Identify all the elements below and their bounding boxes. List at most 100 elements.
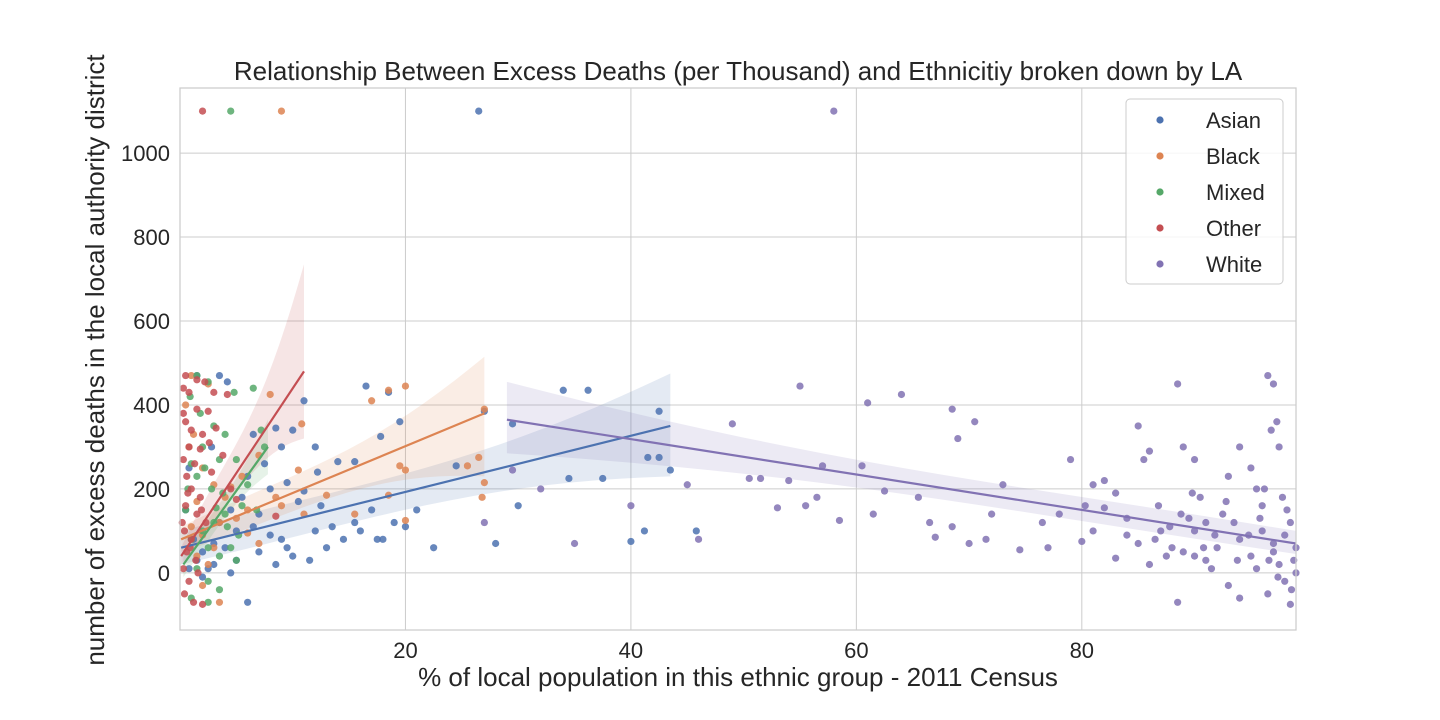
point-white	[480, 518, 488, 527]
point-other	[179, 455, 187, 464]
point-white	[1038, 518, 1046, 527]
point-white	[835, 516, 844, 525]
point-asian	[644, 453, 652, 462]
regression-line-asian	[180, 424, 671, 549]
point-asian	[655, 407, 663, 415]
point-black	[351, 510, 359, 518]
point-mixed	[204, 544, 212, 552]
point-white	[1168, 544, 1176, 552]
point-other	[207, 468, 216, 476]
legend-marker-mixed	[1156, 188, 1164, 196]
point-other	[182, 418, 190, 426]
y-tick-label: 0	[158, 561, 170, 586]
point-asian	[306, 556, 314, 564]
point-other	[194, 569, 202, 577]
point-black	[322, 491, 331, 499]
regression-line-white	[506, 418, 1297, 545]
point-mixed	[227, 107, 235, 115]
point-asian	[377, 432, 385, 441]
point-asian	[266, 485, 274, 493]
point-white	[1134, 539, 1142, 548]
y-tick-label: 400	[133, 393, 170, 418]
point-mixed	[249, 384, 257, 392]
point-black	[478, 493, 486, 501]
point-white	[1224, 581, 1232, 590]
point-white	[1190, 552, 1199, 560]
point-black	[210, 544, 218, 552]
point-white	[1260, 485, 1269, 493]
point-white	[971, 418, 979, 426]
point-other	[183, 472, 191, 480]
point-white	[914, 493, 922, 501]
point-asian	[221, 544, 229, 552]
point-white	[1157, 527, 1165, 535]
point-white	[869, 510, 877, 518]
point-mixed	[232, 455, 240, 464]
point-white	[1174, 380, 1182, 388]
point-white	[756, 474, 765, 483]
point-white	[1269, 539, 1278, 548]
point-black	[238, 472, 246, 480]
point-white	[1278, 493, 1287, 501]
legend-marker-black	[1156, 152, 1164, 160]
point-asian	[599, 474, 607, 483]
point-white	[982, 535, 990, 543]
point-asian	[692, 527, 700, 535]
point-black	[475, 453, 483, 462]
point-asian	[362, 382, 370, 390]
point-other	[204, 407, 212, 415]
legend-marker-asian	[1156, 116, 1164, 124]
point-white	[1213, 544, 1221, 552]
point-white	[965, 539, 973, 548]
legend-label-other: Other	[1206, 216, 1261, 241]
point-white	[830, 107, 838, 115]
point-asian	[185, 565, 193, 573]
x-tick-labels: 20 40 60 80	[393, 638, 1094, 663]
point-asian	[210, 560, 218, 569]
point-white	[694, 535, 703, 543]
point-mixed	[227, 544, 235, 552]
y-tick-labels: 0 200 400 600 800 1000	[121, 141, 170, 586]
point-asian	[277, 535, 286, 543]
point-asian	[655, 453, 663, 462]
point-black	[277, 502, 286, 510]
point-white	[1274, 573, 1282, 581]
point-white	[1190, 527, 1199, 535]
point-white	[1145, 447, 1154, 455]
point-other	[210, 388, 218, 396]
point-white	[880, 487, 889, 495]
legend-marker-other	[1156, 224, 1164, 232]
confidence-band-white	[506, 381, 1297, 555]
y-tick-label: 200	[133, 477, 170, 502]
point-black	[480, 405, 488, 413]
point-black	[396, 462, 404, 470]
point-white	[745, 474, 753, 483]
point-asian	[289, 552, 297, 560]
point-asian	[238, 493, 246, 501]
point-white	[508, 466, 517, 474]
point-other	[196, 493, 204, 501]
point-white	[1219, 510, 1227, 518]
point-black	[401, 516, 410, 525]
point-white	[1134, 422, 1142, 430]
point-white	[1264, 590, 1272, 598]
point-mixed	[215, 586, 224, 594]
point-asian	[289, 426, 297, 434]
point-white	[1016, 546, 1024, 554]
point-other	[179, 384, 187, 392]
point-asian	[508, 420, 517, 428]
point-black	[204, 560, 212, 569]
regression-line-black	[180, 412, 485, 541]
point-other	[193, 405, 201, 413]
point-black	[298, 420, 306, 428]
point-other	[205, 439, 213, 447]
point-white	[1256, 514, 1264, 522]
point-white	[1275, 560, 1283, 569]
point-white	[1089, 527, 1097, 535]
point-white	[1230, 518, 1238, 527]
x-tick-label: 20	[393, 638, 417, 663]
point-asian	[198, 548, 207, 556]
y-tick-label: 600	[133, 309, 170, 334]
point-white	[1233, 556, 1241, 564]
